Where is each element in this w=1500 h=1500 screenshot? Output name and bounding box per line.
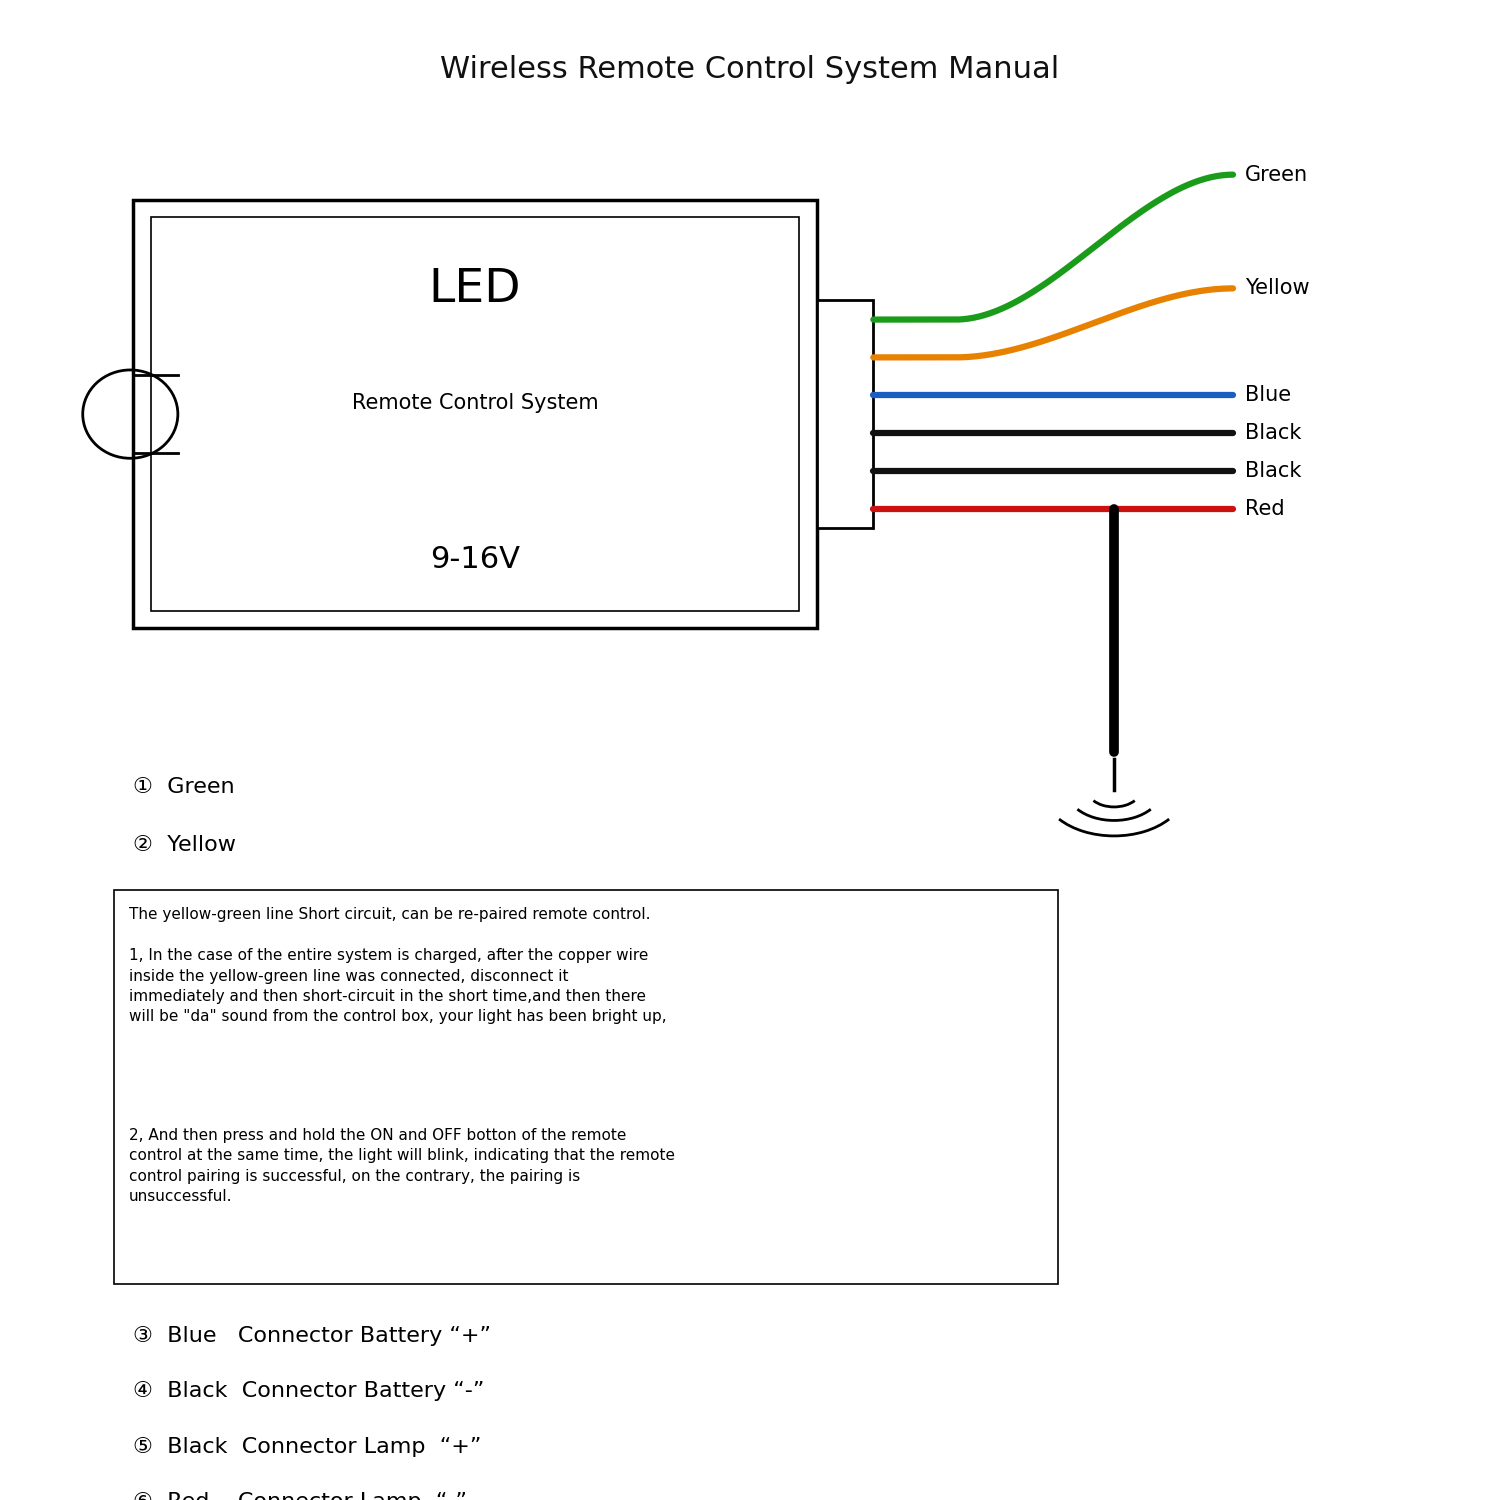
Text: 9-16V: 9-16V — [430, 544, 520, 573]
FancyBboxPatch shape — [114, 891, 1058, 1284]
FancyBboxPatch shape — [134, 200, 818, 628]
FancyBboxPatch shape — [818, 300, 873, 528]
Text: ⑥  Red    Connector Lamp  “-”: ⑥ Red Connector Lamp “-” — [134, 1492, 468, 1500]
Text: 2, And then press and hold the ON and OFF botton of the remote
control at the sa: 2, And then press and hold the ON and OF… — [129, 1128, 675, 1204]
Text: Remote Control System: Remote Control System — [352, 393, 598, 412]
Text: Blue: Blue — [1245, 386, 1292, 405]
Text: The yellow-green line Short circuit, can be re-paired remote control.: The yellow-green line Short circuit, can… — [129, 908, 651, 922]
Text: LED: LED — [429, 267, 522, 312]
Text: ②  Yellow: ② Yellow — [134, 836, 237, 855]
Text: Yellow: Yellow — [1245, 279, 1310, 298]
Text: ③  Blue   Connector Battery “+”: ③ Blue Connector Battery “+” — [134, 1326, 492, 1346]
Text: Black: Black — [1245, 423, 1300, 442]
Text: Red: Red — [1245, 498, 1284, 519]
Text: ①  Green: ① Green — [134, 777, 236, 796]
FancyBboxPatch shape — [152, 216, 800, 612]
Text: 1, In the case of the entire system is charged, after the copper wire
inside the: 1, In the case of the entire system is c… — [129, 948, 666, 1024]
Text: ④  Black  Connector Battery “-”: ④ Black Connector Battery “-” — [134, 1382, 484, 1401]
Text: Wireless Remote Control System Manual: Wireless Remote Control System Manual — [441, 54, 1059, 84]
Text: Black: Black — [1245, 460, 1300, 482]
Text: ⑤  Black  Connector Lamp  “+”: ⑤ Black Connector Lamp “+” — [134, 1437, 482, 1456]
Text: Green: Green — [1245, 165, 1308, 184]
